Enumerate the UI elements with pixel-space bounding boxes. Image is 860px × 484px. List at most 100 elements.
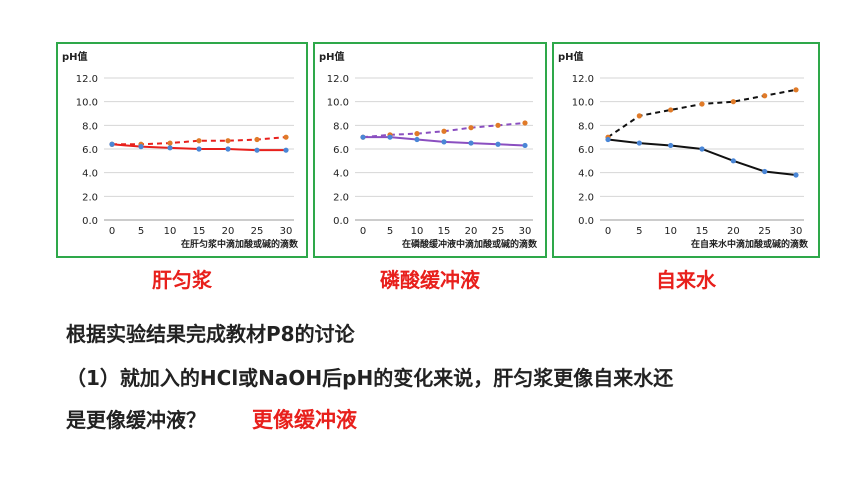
x-tick-label: 10: [664, 226, 677, 237]
data-point: [636, 140, 642, 146]
chart-panel-phosphate: 0.0 2.0 4.0 6.0 8.0 10.0 12.0 pH值 0 5 10 15 20 25 30 在磷…: [313, 42, 547, 258]
x-tick-label: 0: [605, 226, 611, 237]
y-tick-label: 10.0: [76, 98, 98, 109]
data-point: [699, 101, 705, 107]
chart-phosphate-buffer: 0.0 2.0 4.0 6.0 8.0 10.0 12.0 pH值 0 5 10 15 20 25 30在磷…: [319, 50, 538, 250]
y-tick-label: 8.0: [82, 121, 98, 132]
y-tick-label: 2.0: [578, 192, 594, 203]
x-tick-label: 30: [519, 226, 532, 237]
data-point: [254, 147, 260, 153]
x-axis-label: 在磷酸缓冲液中滴加酸或碱的滴数: [402, 238, 538, 250]
caption-phosphate-buffer: 磷酸缓冲液: [380, 268, 480, 292]
data-point: [468, 140, 474, 146]
data-point: [522, 142, 528, 149]
x-axis-label: 在自来水中滴加酸或碱的滴数: [691, 238, 809, 250]
chart-panel-liver: 0.0 2.0 4.0 6.0 8.0 10.0 12.0 pH值 0 5 10 15 20 25 30 在肝…: [56, 42, 308, 258]
x-tick-label: 25: [758, 226, 771, 237]
x-tick-label: 30: [280, 226, 293, 237]
x-tick-label: 5: [387, 226, 393, 237]
data-point: [167, 145, 173, 151]
data-point: [762, 93, 768, 99]
data-point: [668, 142, 674, 149]
chart-liver-homogenate: 0.0 2.0 4.0 6.0 8.0 10.0 12.0 pH值 0 5 10 15 20 25 30在肝…: [62, 50, 299, 250]
x-tick-label: 0: [360, 226, 366, 237]
caption-tap-water: 自来水: [656, 268, 716, 292]
y-tick-label: 0.0: [82, 216, 98, 227]
data-point: [762, 168, 768, 175]
data-point: [283, 134, 289, 140]
data-point: [636, 113, 642, 119]
y-tick-label: 4.0: [333, 169, 349, 180]
y-tick-label: 4.0: [82, 169, 98, 180]
data-point: [254, 136, 260, 143]
question-1-line-2: 是更像缓冲液？ 更像缓冲液: [66, 404, 357, 434]
x-tick-label: 20: [727, 226, 740, 237]
series-line-dashed: [607, 88, 797, 138]
x-tick-label: 5: [636, 226, 642, 237]
data-point: [730, 99, 736, 105]
x-tick-label: 15: [193, 226, 206, 237]
y-tick-label: 4.0: [578, 169, 594, 180]
data-point: [730, 158, 736, 164]
data-point: [225, 138, 231, 144]
data-point: [387, 134, 393, 140]
data-point: [793, 172, 799, 178]
y-axis-label: pH值: [319, 50, 345, 63]
y-tick-label: 8.0: [333, 121, 349, 132]
chart-tap-water: 0.0 2.0 4.0 6.0 8.0 10.0 12.0 pH值 0 5 10 15 20 25 30在自…: [558, 50, 809, 250]
data-point: [196, 146, 202, 152]
y-axis-label: pH值: [558, 50, 584, 63]
data-point: [360, 134, 366, 140]
data-point: [138, 144, 144, 150]
y-tick-label: 12.0: [327, 74, 349, 85]
y-tick-label: 12.0: [76, 74, 98, 85]
data-point: [414, 136, 420, 143]
y-tick-label: 2.0: [333, 192, 349, 203]
data-point: [167, 140, 173, 146]
question-1-line-2-text: 是更像缓冲液？: [66, 408, 206, 432]
data-point: [283, 147, 289, 153]
x-tick-label: 15: [438, 226, 451, 237]
data-point: [109, 141, 115, 147]
x-tick-label: 10: [164, 226, 177, 237]
x-tick-label: 25: [251, 226, 264, 237]
y-tick-label: 0.0: [333, 216, 349, 227]
data-point: [522, 120, 528, 126]
y-tick-label: 2.0: [82, 192, 98, 203]
data-point: [668, 107, 674, 113]
data-point: [793, 87, 799, 93]
chart-panel-tapwater: 0.0 2.0 4.0 6.0 8.0 10.0 12.0 pH值 0 5 10 15 20 25 30 在自…: [552, 42, 820, 258]
y-tick-label: 12.0: [572, 74, 594, 85]
data-point: [441, 128, 447, 134]
x-axis-label: 在肝匀浆中滴加酸或碱的滴数: [181, 238, 299, 250]
discussion-heading: 根据实验结果完成教材P8的讨论: [66, 322, 355, 346]
x-tick-label: 15: [696, 226, 709, 237]
data-point: [468, 125, 474, 131]
y-axis-label: pH值: [62, 50, 88, 63]
y-tick-label: 6.0: [578, 145, 594, 156]
x-tick-label: 0: [109, 226, 115, 237]
y-tick-label: 10.0: [572, 98, 594, 109]
x-tick-label: 30: [790, 226, 803, 237]
x-tick-label: 25: [492, 226, 505, 237]
x-tick-label: 20: [222, 226, 235, 237]
data-point: [495, 141, 501, 147]
data-point: [699, 146, 705, 152]
answer-text: 更像缓冲液: [252, 408, 357, 432]
x-tick-label: 10: [411, 226, 424, 237]
data-point: [225, 146, 231, 152]
x-tick-label: 5: [138, 226, 144, 237]
x-tick-label: 20: [465, 226, 478, 237]
y-tick-label: 8.0: [578, 121, 594, 132]
data-point: [495, 122, 501, 128]
y-tick-label: 0.0: [578, 216, 594, 227]
caption-liver-homogenate: 肝匀浆: [152, 268, 212, 292]
data-point: [414, 131, 420, 137]
data-point: [605, 136, 611, 143]
y-tick-label: 6.0: [333, 145, 349, 156]
y-tick-label: 6.0: [82, 145, 98, 156]
data-point: [196, 138, 202, 144]
data-point: [441, 139, 447, 145]
series-line-solid: [607, 138, 797, 177]
y-tick-label: 10.0: [327, 98, 349, 109]
